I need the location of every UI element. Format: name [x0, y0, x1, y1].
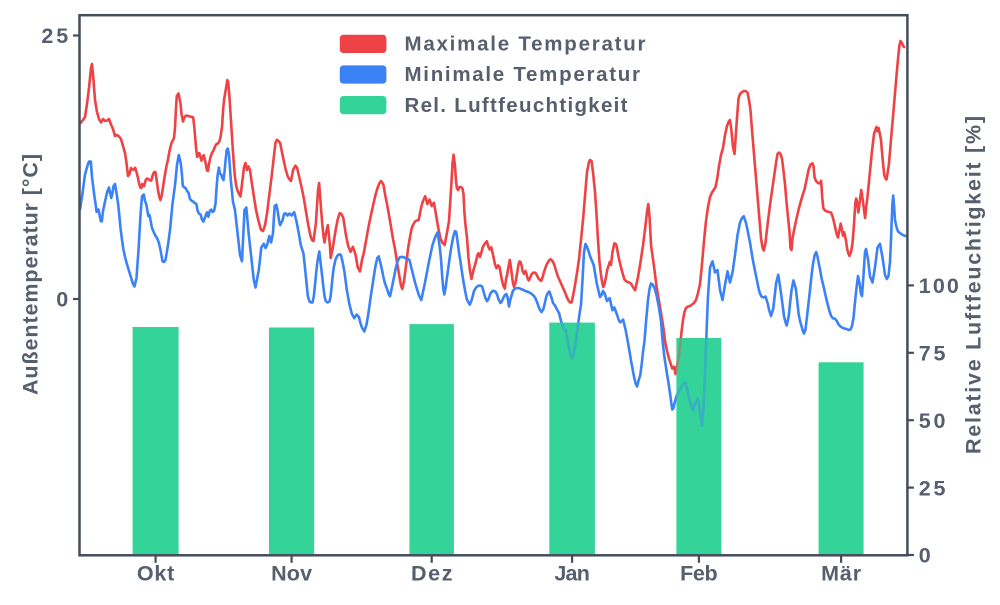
- svg-text:Jan: Jan: [554, 562, 590, 586]
- svg-text:0: 0: [919, 544, 931, 568]
- svg-text:0: 0: [56, 288, 68, 312]
- svg-text:Mär: Mär: [821, 562, 862, 586]
- svg-text:100: 100: [919, 274, 959, 298]
- svg-text:Relative Luftfeuchtigkeit [%]: Relative Luftfeuchtigkeit [%]: [962, 116, 986, 454]
- svg-text:Maximale Temperatur: Maximale Temperatur: [405, 33, 646, 56]
- svg-text:Rel. Luftfeuchtigkeit: Rel. Luftfeuchtigkeit: [405, 94, 628, 117]
- svg-text:Nov: Nov: [271, 562, 312, 586]
- svg-text:Außentemperatur [°C]: Außentemperatur [°C]: [19, 154, 43, 395]
- svg-text:Minimale Temperatur: Minimale Temperatur: [405, 63, 641, 86]
- svg-text:Okt: Okt: [137, 562, 175, 586]
- svg-text:Dez: Dez: [411, 562, 453, 586]
- svg-text:Feb: Feb: [680, 562, 718, 586]
